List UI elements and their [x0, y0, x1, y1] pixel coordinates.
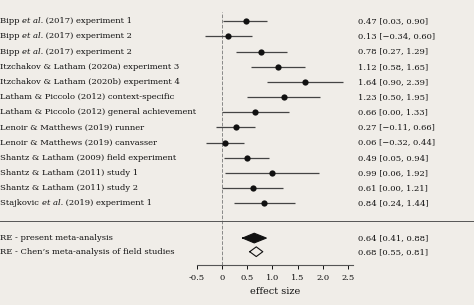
Text: RE - present meta-analysis: RE - present meta-analysis [0, 234, 113, 242]
Text: Bipp: Bipp [0, 48, 22, 56]
Text: 0.68 [0.55, 0.81]: 0.68 [0.55, 0.81] [358, 248, 428, 256]
Text: Latham & Piccolo (2012) context-specific: Latham & Piccolo (2012) context-specific [0, 93, 174, 101]
Text: et al.: et al. [22, 48, 44, 56]
Text: Shantz & Latham (2011) study 2: Shantz & Latham (2011) study 2 [0, 184, 138, 192]
Text: 1.64 [0.90, 2.39]: 1.64 [0.90, 2.39] [358, 78, 428, 86]
Text: Stajkovic: Stajkovic [0, 199, 42, 207]
Text: Bipp: Bipp [0, 17, 22, 25]
Text: 0.64 [0.41, 0.88]: 0.64 [0.41, 0.88] [358, 234, 428, 242]
Text: 1.23 [0.50, 1.95]: 1.23 [0.50, 1.95] [358, 93, 428, 101]
Text: 0.06 [−0.32, 0.44]: 0.06 [−0.32, 0.44] [358, 138, 435, 147]
Text: et al.: et al. [22, 17, 44, 25]
Text: 0.84 [0.24, 1.44]: 0.84 [0.24, 1.44] [358, 199, 428, 207]
Text: 0.49 [0.05, 0.94]: 0.49 [0.05, 0.94] [358, 154, 428, 162]
Text: 0.27 [−0.11, 0.66]: 0.27 [−0.11, 0.66] [358, 124, 435, 131]
Text: RE - Chen’s meta-analysis of field studies: RE - Chen’s meta-analysis of field studi… [0, 248, 174, 256]
Text: 0.99 [0.06, 1.92]: 0.99 [0.06, 1.92] [358, 169, 428, 177]
Polygon shape [243, 233, 266, 243]
Text: Itzchakov & Latham (2020a) experiment 3: Itzchakov & Latham (2020a) experiment 3 [0, 63, 179, 71]
Text: Lenoir & Matthews (2019) canvasser: Lenoir & Matthews (2019) canvasser [0, 138, 157, 147]
Text: 1.12 [0.58, 1.65]: 1.12 [0.58, 1.65] [358, 63, 428, 71]
Text: (2017) experiment 2: (2017) experiment 2 [44, 32, 132, 41]
Text: Itzchakov & Latham (2020b) experiment 4: Itzchakov & Latham (2020b) experiment 4 [0, 78, 180, 86]
Text: 0.61 [0.00, 1.21]: 0.61 [0.00, 1.21] [358, 184, 428, 192]
Polygon shape [250, 247, 263, 257]
Text: Shantz & Latham (2009) field experiment: Shantz & Latham (2009) field experiment [0, 154, 176, 162]
Text: (2017) experiment 1: (2017) experiment 1 [44, 17, 132, 25]
Text: Shantz & Latham (2011) study 1: Shantz & Latham (2011) study 1 [0, 169, 138, 177]
Text: Bipp: Bipp [0, 32, 22, 41]
Text: et al.: et al. [42, 199, 63, 207]
Text: 0.66 [0.00, 1.33]: 0.66 [0.00, 1.33] [358, 108, 428, 116]
Text: 0.78 [0.27, 1.29]: 0.78 [0.27, 1.29] [358, 48, 428, 56]
Text: (2017) experiment 2: (2017) experiment 2 [44, 48, 132, 56]
Text: Lenoir & Matthews (2019) runner: Lenoir & Matthews (2019) runner [0, 124, 144, 131]
Text: 0.47 [0.03, 0.90]: 0.47 [0.03, 0.90] [358, 17, 428, 25]
Text: 0.13 [−0.34, 0.60]: 0.13 [−0.34, 0.60] [358, 32, 435, 41]
Text: (2019) experiment 1: (2019) experiment 1 [63, 199, 152, 207]
Text: Latham & Piccolo (2012) general achievement: Latham & Piccolo (2012) general achievem… [0, 108, 196, 116]
X-axis label: effect size: effect size [250, 286, 300, 296]
Text: et al.: et al. [22, 32, 44, 41]
